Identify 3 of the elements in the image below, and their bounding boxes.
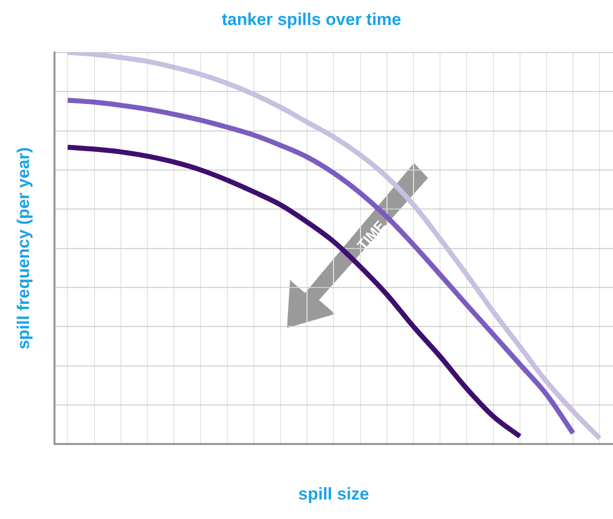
y-axis-title: spill frequency (per year) xyxy=(14,147,33,350)
x-axis-title: spill size xyxy=(298,484,370,504)
chart-title: tanker spills over time xyxy=(222,10,402,29)
